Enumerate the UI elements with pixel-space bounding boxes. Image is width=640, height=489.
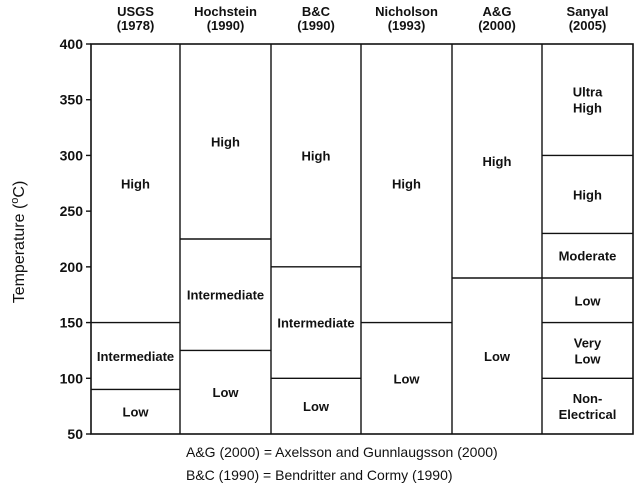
class-label: Low bbox=[303, 399, 330, 414]
class-label: Non- bbox=[573, 391, 603, 406]
class-label: Intermediate bbox=[187, 288, 264, 303]
class-label: Moderate bbox=[559, 249, 617, 264]
column-header-line: (1990) bbox=[297, 18, 335, 33]
column-header-line: (1978) bbox=[117, 18, 155, 33]
class-label: Very bbox=[574, 335, 602, 350]
column-header-line: (1993) bbox=[388, 18, 426, 33]
column-header-line: Hochstein bbox=[194, 4, 257, 19]
class-label: Intermediate bbox=[97, 349, 174, 364]
class-label: High bbox=[121, 176, 150, 191]
class-label: Low bbox=[575, 293, 602, 308]
y-tick-label: 300 bbox=[60, 147, 84, 163]
class-label: Low bbox=[575, 351, 602, 366]
y-tick-label: 50 bbox=[67, 426, 83, 442]
column-header-line: A&G bbox=[483, 4, 512, 19]
note-bc: B&C (1990) = Bendritter and Cormy (1990) bbox=[186, 467, 453, 483]
y-tick-label: 100 bbox=[60, 370, 84, 386]
class-label: High bbox=[302, 148, 331, 163]
class-label: Low bbox=[213, 385, 240, 400]
column-header-line: B&C bbox=[302, 4, 331, 19]
column-header-line: (1990) bbox=[207, 18, 245, 33]
column-header-line: Nicholson bbox=[375, 4, 438, 19]
y-tick-label: 350 bbox=[60, 92, 84, 108]
column-header-line: USGS bbox=[117, 4, 154, 19]
plot-frame bbox=[90, 43, 634, 435]
class-label: High bbox=[211, 135, 240, 150]
class-label: High bbox=[392, 176, 421, 191]
class-label: High bbox=[483, 154, 512, 169]
y-tick-label: 150 bbox=[60, 315, 84, 331]
class-label: Ultra bbox=[573, 85, 603, 100]
y-tick-label: 250 bbox=[60, 203, 84, 219]
y-axis-label: Temperature (oC) bbox=[9, 181, 28, 304]
y-tick-label: 200 bbox=[60, 259, 84, 275]
class-label: Low bbox=[394, 371, 421, 386]
column-header-line: (2005) bbox=[569, 18, 607, 33]
class-label: Low bbox=[123, 405, 150, 420]
note-ag: A&G (2000) = Axelsson and Gunnlaugsson (… bbox=[186, 444, 498, 460]
column-header-line: (2000) bbox=[478, 18, 516, 33]
class-label: Electrical bbox=[559, 407, 617, 422]
class-label: Low bbox=[484, 349, 511, 364]
class-label: Intermediate bbox=[277, 316, 354, 331]
y-tick-label: 400 bbox=[60, 36, 84, 52]
column-header-line: Sanyal bbox=[567, 4, 609, 19]
class-label: High bbox=[573, 187, 602, 202]
class-label: High bbox=[573, 101, 602, 116]
